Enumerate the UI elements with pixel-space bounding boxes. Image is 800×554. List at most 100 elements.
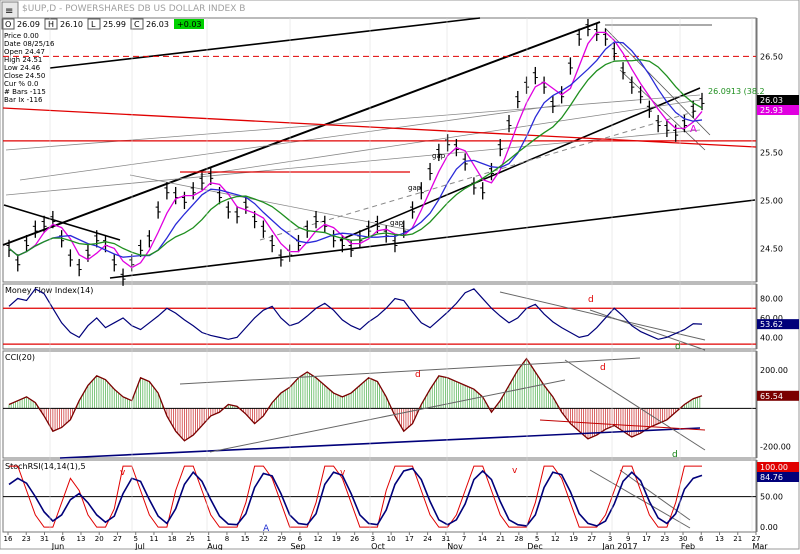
x-day-tick: 17 — [642, 535, 651, 543]
close-label: 26.03 — [760, 96, 783, 105]
data-window-line: Close 24.50 — [4, 72, 45, 80]
ma-mid-line — [8, 41, 703, 258]
x-day-tick: 23 — [22, 535, 31, 543]
quote-low-value: 25.99 — [103, 20, 126, 29]
x-month-label: Mar — [752, 542, 768, 550]
mfi-y-tick: 80.00 — [760, 295, 783, 304]
x-day-tick: 5 — [133, 535, 137, 543]
trend-line — [2, 21, 601, 246]
mfi-label-bg — [757, 319, 799, 330]
cci-trendline — [564, 359, 706, 451]
trend-line — [49, 17, 481, 69]
cci-title: CCI(20) — [5, 353, 35, 362]
trend-line — [109, 199, 756, 279]
x-day-tick: 21 — [496, 535, 505, 543]
stoch-v-annotation: v — [340, 468, 346, 478]
cci-panel: CCI(20) d d d 200.00 -200.00 65.54 — [3, 353, 799, 460]
data-window-line: Date 08/25/16 — [4, 40, 55, 48]
x-day-tick: 6 — [298, 535, 303, 543]
quote-change-value: +0.03 — [177, 20, 202, 29]
x-month-label: Jul — [134, 542, 145, 550]
cci-line — [8, 357, 703, 442]
cci-trendline — [209, 379, 566, 453]
stoch-v-annotation: v — [512, 466, 518, 476]
quote-open-value: 26.09 — [17, 20, 40, 29]
ma-fast-line — [8, 31, 703, 269]
x-day-tick: 20 — [95, 535, 104, 543]
quote-low-letter: L — [91, 20, 96, 29]
x-day-tick: 1 — [206, 535, 210, 543]
ma-slow-line — [8, 59, 703, 257]
quote-row: O 26.09 H 26.10 L 25.99 C 26.03 +0.03 — [1, 18, 204, 30]
cci-red-segment — [539, 419, 706, 431]
mfi-y-tick: 40.00 — [760, 333, 783, 342]
stoch-trendline — [589, 469, 691, 529]
gap-annotation: gap — [390, 219, 404, 227]
data-window-line: Low 24.46 — [4, 64, 41, 72]
x-month-label: Jan 2017 — [601, 542, 637, 550]
x-day-tick: 27 — [113, 535, 122, 543]
quote-close-value: 26.03 — [146, 20, 169, 29]
quote-change-box — [174, 19, 204, 29]
ma-label-bg — [757, 105, 799, 115]
x-day-tick: 30 — [679, 535, 688, 543]
quote-open-letter: O — [5, 20, 11, 29]
quote-high-letter: H — [48, 20, 54, 29]
x-month-label: Sep — [290, 542, 305, 550]
x-day-tick: 29 — [277, 535, 286, 543]
trend-line — [604, 27, 711, 136]
x-day-tick: 17 — [405, 535, 414, 543]
mfi-current-label: 53.62 — [760, 320, 783, 329]
x-day-tick: 24 — [423, 535, 432, 543]
close-label-bg — [757, 95, 799, 105]
x-day-tick: 16 — [4, 535, 13, 543]
cci-d-annotation: d — [415, 370, 421, 380]
cci-blue-trendline — [59, 427, 701, 459]
x-day-tick: 19 — [332, 535, 341, 543]
stoch-a-annotation: A — [263, 524, 270, 534]
stoch-k-line — [9, 465, 702, 528]
cci-y-tick: 200.00 — [760, 366, 788, 375]
stoch-y-tick: 50.00 — [760, 493, 783, 502]
x-day-tick: 8 — [225, 535, 229, 543]
stoch-panel: StochRSI(14,14(1),5vvvA100.0050.000.0010… — [3, 462, 799, 534]
quote-high-value: 26.10 — [60, 20, 83, 29]
gap-annotation: gap — [432, 152, 446, 160]
x-day-tick: 12 — [551, 535, 560, 543]
mfi-line — [8, 288, 703, 340]
stoch-d-label-bg — [757, 472, 799, 482]
x-month-label: Aug — [207, 542, 223, 550]
x-day-tick: 10 — [387, 535, 396, 543]
x-day-tick: 12 — [314, 535, 323, 543]
mfi-title: Money Flow Index(14) — [5, 286, 93, 295]
data-window-line: Bar Ix -116 — [4, 96, 43, 104]
x-day-tick: 5 — [535, 535, 539, 543]
cci-y-tick: -200.00 — [760, 443, 791, 452]
trend-line — [129, 174, 411, 231]
data-window-line: Price 0.00 — [4, 32, 39, 40]
x-day-tick: 3 — [608, 535, 612, 543]
x-day-tick: 27 — [752, 535, 761, 543]
x-month-label: Oct — [371, 542, 385, 550]
fib-label: 26.0913 (38.2 — [708, 87, 765, 96]
price-y-tick: 25.50 — [760, 148, 783, 157]
x-day-tick: 26 — [350, 535, 359, 543]
mfi-frame — [2, 283, 757, 350]
stoch-trendline — [619, 469, 691, 521]
x-day-tick: 7 — [462, 535, 466, 543]
trend-line — [199, 99, 701, 176]
x-day-tick: 21 — [733, 535, 742, 543]
data-window-line: # Bars -115 — [4, 88, 46, 96]
x-day-tick: 22 — [259, 535, 268, 543]
quote-close-letter: C — [134, 20, 140, 29]
cci-d-annotation: d — [672, 450, 678, 460]
mfi-d-annotation: d — [675, 342, 681, 352]
cci-d-annotation: d — [600, 363, 606, 373]
stoch-d-line — [8, 467, 703, 527]
x-day-tick: 19 — [569, 535, 578, 543]
x-day-tick: 15 — [241, 535, 250, 543]
a-annotation: A — [690, 124, 697, 135]
x-day-tick: 3 — [371, 535, 375, 543]
